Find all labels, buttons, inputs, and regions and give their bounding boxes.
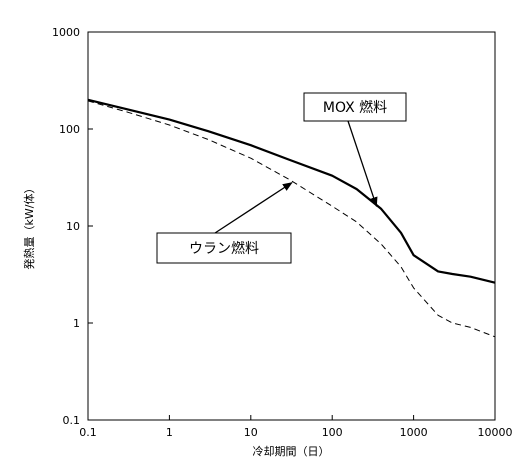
x-tick-label: 1000	[400, 426, 428, 439]
y-axis-label: 発熱量（kW/体）	[22, 183, 36, 270]
x-tick-label: 10000	[478, 426, 513, 439]
y-tick-label: 0.1	[63, 414, 81, 427]
x-axis-label: 冷却期間（日）	[253, 445, 330, 458]
annotation-label: ウラン燃料	[189, 240, 259, 257]
annotation-arrow	[347, 120, 378, 208]
x-tick-label: 0.1	[79, 426, 97, 439]
y-tick-label: 100	[59, 123, 80, 136]
annotation-box	[303, 92, 407, 122]
annotation-label: MOX 燃料	[323, 99, 387, 116]
x-tick-label: 1	[166, 426, 173, 439]
series-layer	[87, 98, 496, 338]
series-line-uranium	[87, 100, 496, 338]
series-line-mox	[87, 98, 496, 284]
y-tick-label: 1000	[52, 26, 80, 39]
x-tick-label: 10	[244, 426, 258, 439]
annotation-arrow	[214, 182, 293, 234]
y-tick-label: 10	[66, 220, 80, 233]
plot-frame	[87, 31, 496, 421]
annotation-box	[156, 232, 292, 264]
x-tick-label: 100	[322, 426, 343, 439]
x-axis-ticks: 0.1 1 10 100 1000 10000	[79, 415, 513, 439]
y-tick-label: 1	[73, 317, 80, 330]
y-axis-ticks: 0.1 1 10 100 1000	[52, 26, 93, 427]
